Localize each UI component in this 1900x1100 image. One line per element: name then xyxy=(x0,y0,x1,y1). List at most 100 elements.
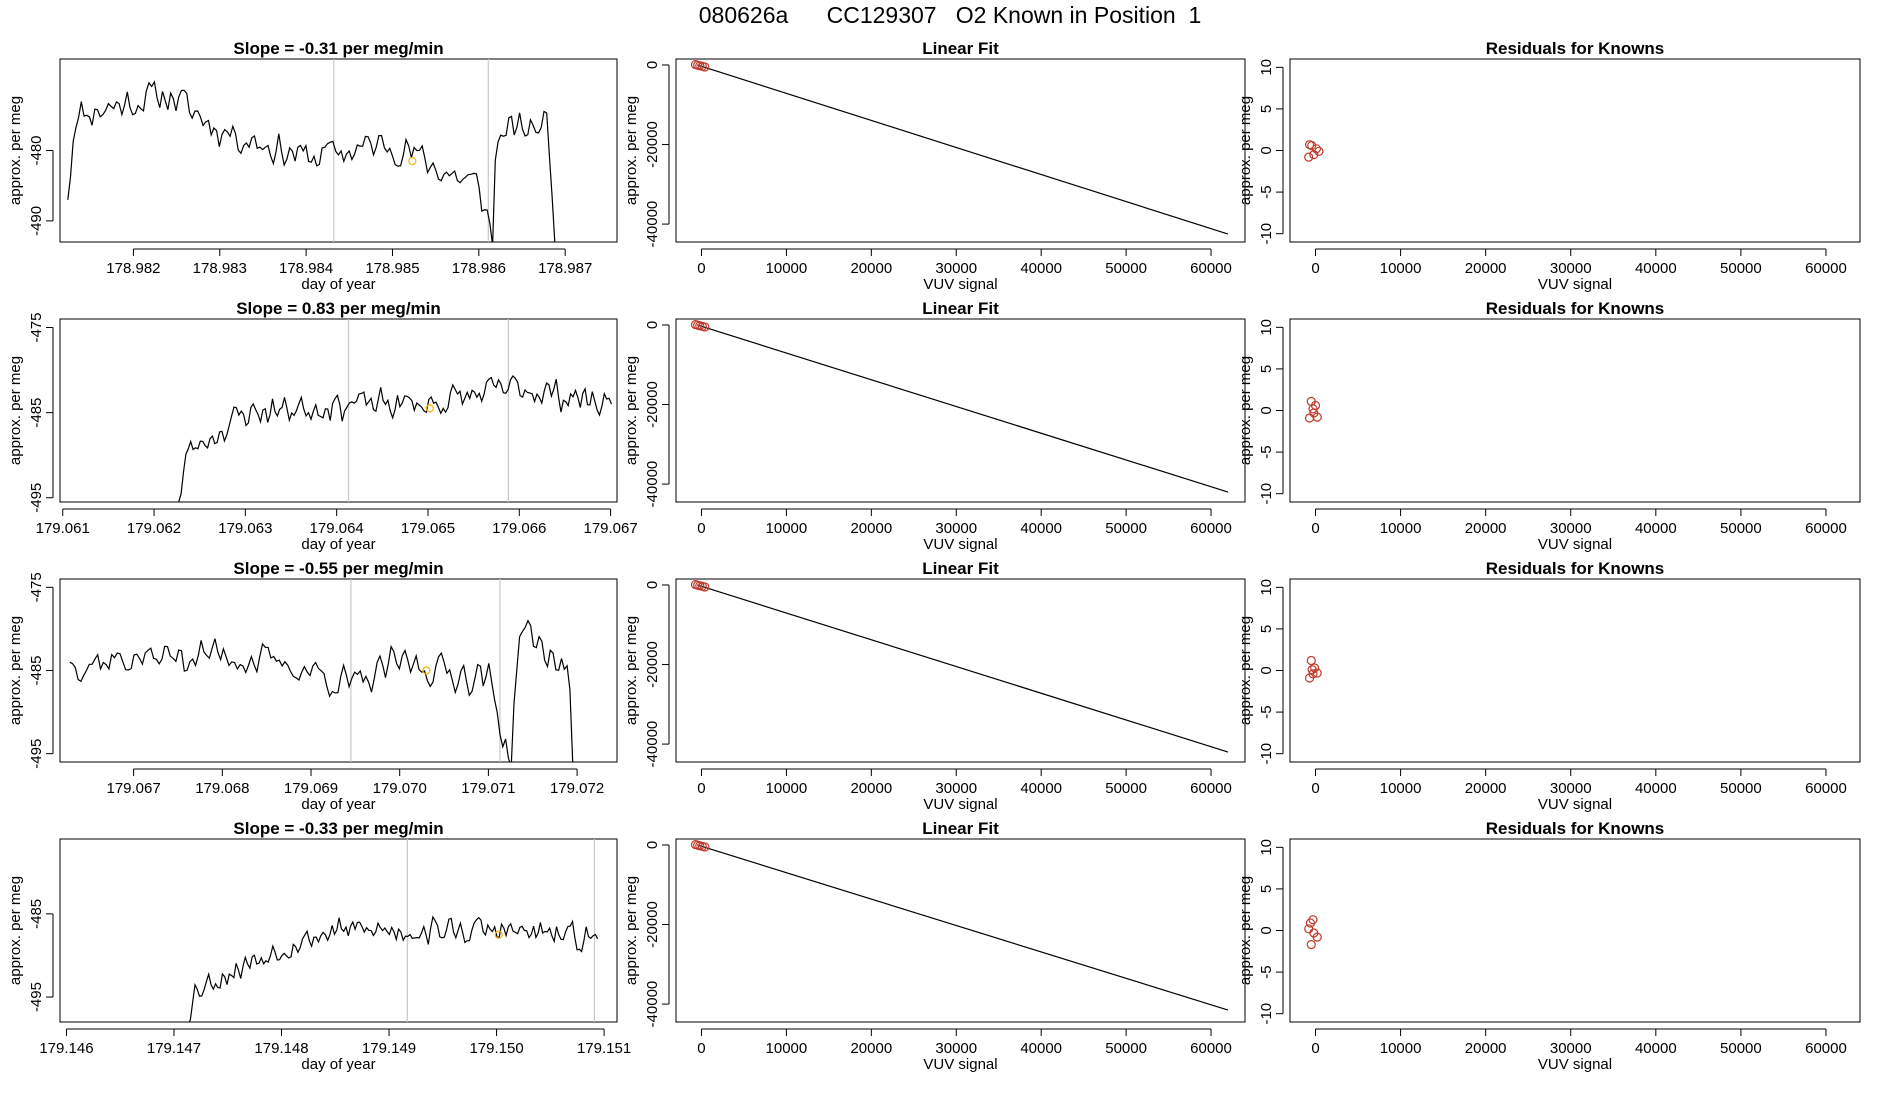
fit-line xyxy=(697,64,1229,235)
x-tick-label: 10000 xyxy=(1380,1040,1422,1057)
y-tick-label: 5 xyxy=(1258,105,1275,113)
x-axis-label: VUV signal xyxy=(923,276,997,293)
plot-frame xyxy=(675,58,1246,243)
x-tick-label: 10000 xyxy=(1380,260,1422,277)
fit-line xyxy=(697,584,1229,753)
x-tick-label: 30000 xyxy=(935,260,977,277)
y-tick-label: -10 xyxy=(1258,1003,1275,1025)
x-tick-label: 20000 xyxy=(1465,520,1507,537)
x-tick-label: 50000 xyxy=(1720,780,1762,797)
panel-title: Residuals for Knowns xyxy=(1486,39,1665,58)
plot-frame xyxy=(1289,58,1861,243)
x-tick-label: 179.064 xyxy=(310,520,364,537)
x-tick-label: 178.983 xyxy=(193,260,247,277)
y-axis-label: approx. per meg xyxy=(1237,616,1254,725)
x-tick-label: 179.066 xyxy=(492,520,546,537)
x-tick-label: 40000 xyxy=(1635,780,1677,797)
highlight-marker xyxy=(494,930,503,939)
plot-data xyxy=(69,579,574,762)
data-point xyxy=(1306,655,1316,666)
x-tick-label: 50000 xyxy=(1105,260,1147,277)
x-tick-label: 10000 xyxy=(1380,780,1422,797)
y-axis-label: approx. per meg xyxy=(623,876,640,985)
y-tick-label: -5 xyxy=(1258,185,1275,198)
x-tick-label: 0 xyxy=(697,260,705,277)
y-tick-label: -20000 xyxy=(644,121,661,168)
plot-frame xyxy=(1289,838,1861,1023)
x-tick-label: 40000 xyxy=(1635,260,1677,277)
y-tick-label: -490 xyxy=(28,206,45,236)
y-tick-label: -485 xyxy=(28,398,45,428)
panel-title: Residuals for Knowns xyxy=(1486,559,1665,578)
y-tick-label: -40000 xyxy=(644,461,661,508)
x-tick-label: 30000 xyxy=(935,1040,977,1057)
data-point xyxy=(1305,918,1316,928)
plot-data xyxy=(1304,140,1324,162)
y-tick-label: -40000 xyxy=(644,201,661,248)
data-point xyxy=(1312,668,1322,678)
fit-line xyxy=(697,324,1229,493)
panel-title: Linear Fit xyxy=(922,299,999,318)
panel-3-3: Residuals for Knowns 0 10000 20000 30000 4000… xyxy=(1237,559,1861,813)
x-tick-label: 50000 xyxy=(1105,780,1147,797)
plot-data xyxy=(1304,396,1322,423)
x-tick-label: 50000 xyxy=(1720,1040,1762,1057)
x-tick-label: 10000 xyxy=(766,1040,808,1057)
data-point xyxy=(700,322,710,332)
x-tick-label: 30000 xyxy=(1550,520,1592,537)
x-tick-label: 30000 xyxy=(1550,780,1592,797)
x-tick-label: 179.146 xyxy=(39,1040,93,1057)
data-point xyxy=(1307,140,1317,151)
x-tick-label: 178.987 xyxy=(538,260,592,277)
panel-title: Slope = -0.31 per meg/min xyxy=(233,39,443,58)
highlight-marker xyxy=(422,666,431,675)
page-title: 080626a CC129307 O2 Known in Position 1 xyxy=(698,2,1202,28)
x-tick-label: 0 xyxy=(1311,520,1319,537)
y-tick-label: -5 xyxy=(1258,705,1275,718)
x-axis-label: day of year xyxy=(301,536,375,553)
data-point xyxy=(1312,932,1322,942)
x-tick-label: 60000 xyxy=(1190,260,1232,277)
y-tick-label: 0 xyxy=(644,841,661,849)
plot-data xyxy=(178,319,613,502)
y-axis-label: approx. per meg xyxy=(1237,356,1254,465)
plot-frame xyxy=(1289,318,1861,503)
series-line xyxy=(185,915,599,1022)
x-tick-label: 0 xyxy=(1311,780,1319,797)
y-tick-label: -10 xyxy=(1258,223,1275,245)
y-tick-label: -40000 xyxy=(644,981,661,1028)
y-tick-label: 0 xyxy=(1258,406,1275,414)
panel-title: Slope = 0.83 per meg/min xyxy=(236,299,441,318)
x-tick-label: 60000 xyxy=(1805,260,1847,277)
x-tick-label: 0 xyxy=(697,520,705,537)
x-axis-label: day of year xyxy=(301,796,375,813)
panel-3-4: Residuals for Knowns 0 10000 20000 30000 4000… xyxy=(1237,819,1861,1073)
x-tick-label: 179.061 xyxy=(36,520,90,537)
panel-title: Slope = -0.33 per meg/min xyxy=(233,819,443,838)
y-tick-label: 10 xyxy=(1258,59,1275,76)
x-tick-label: 0 xyxy=(697,1040,705,1057)
plot-frame xyxy=(675,578,1246,763)
plot-data xyxy=(690,839,1229,1011)
y-tick-label: 5 xyxy=(1258,625,1275,633)
y-tick-label: -20000 xyxy=(644,641,661,688)
data-point xyxy=(1308,669,1318,679)
x-tick-label: 179.067 xyxy=(583,520,637,537)
x-axis-label: VUV signal xyxy=(923,1056,997,1073)
x-tick-label: 50000 xyxy=(1105,1040,1147,1057)
panel-title: Slope = -0.55 per meg/min xyxy=(233,559,443,578)
x-tick-label: 20000 xyxy=(1465,1040,1507,1057)
data-point xyxy=(700,62,710,72)
plot-frame xyxy=(59,578,618,763)
plot-frame xyxy=(675,838,1246,1023)
panel-title: Residuals for Knowns xyxy=(1486,819,1665,838)
y-tick-label: -495 xyxy=(28,739,45,769)
plot-frame xyxy=(59,58,618,243)
data-point xyxy=(700,582,710,592)
x-tick-label: 20000 xyxy=(1465,260,1507,277)
x-tick-label: 60000 xyxy=(1190,1040,1232,1057)
y-tick-label: 10 xyxy=(1258,839,1275,856)
x-tick-label: 40000 xyxy=(1020,780,1062,797)
fit-line xyxy=(697,844,1229,1011)
